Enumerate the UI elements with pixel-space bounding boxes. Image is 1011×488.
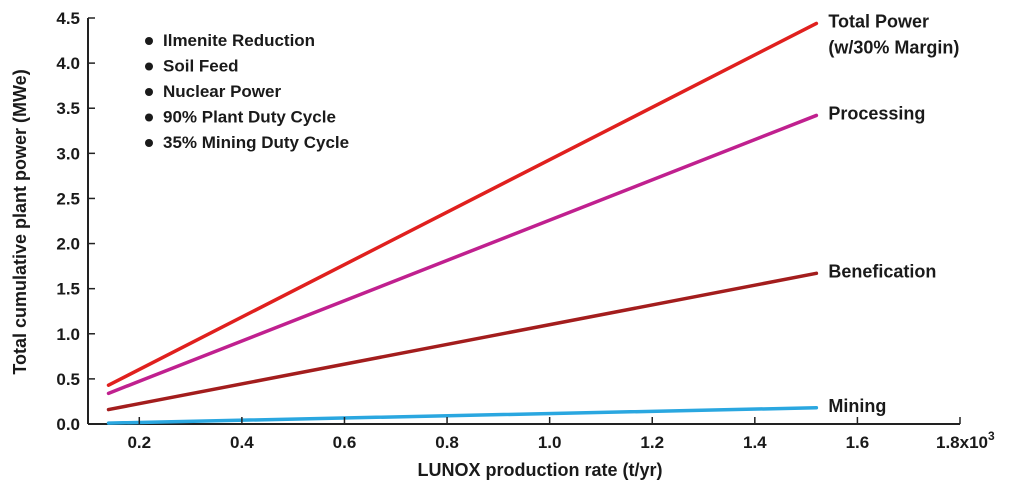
x-tick-label: 1.6 bbox=[846, 433, 870, 452]
y-tick-label: 1.5 bbox=[56, 280, 80, 299]
y-tick-label: 3.5 bbox=[56, 99, 80, 118]
note-bullet bbox=[145, 37, 153, 45]
series-line-processing bbox=[106, 113, 819, 396]
x-tick-label: 1.4 bbox=[743, 433, 767, 452]
series-layer: Total Power (w/30% Margin) Processing Benef… bbox=[106, 11, 959, 425]
series-label-line: Total Power bbox=[828, 11, 929, 31]
y-tick-label: 4.5 bbox=[56, 9, 80, 28]
series-label-line: Mining bbox=[828, 396, 886, 416]
y-tick-label: 2.0 bbox=[56, 235, 80, 254]
x-tick-label: 0.6 bbox=[333, 433, 357, 452]
series-label-line: Benefication bbox=[828, 261, 936, 281]
series-label: Processing bbox=[828, 103, 925, 123]
note-bullet bbox=[145, 113, 153, 122]
note-item: Ilmenite Reduction bbox=[163, 31, 315, 50]
note-item: 35% Mining Duty Cycle bbox=[163, 133, 349, 152]
series-label: Mining bbox=[828, 396, 886, 416]
note-bullet bbox=[145, 62, 153, 71]
x-multiplier-exponent: 3 bbox=[988, 429, 995, 443]
x-tick-label: 1.0 bbox=[538, 433, 562, 452]
y-tick-label: 1.0 bbox=[56, 325, 80, 344]
x-tick-label: 0.2 bbox=[127, 433, 151, 452]
x-tick-label: 0.4 bbox=[230, 433, 254, 452]
series-line-mining bbox=[106, 406, 819, 425]
note-item: 90% Plant Duty Cycle bbox=[163, 108, 336, 127]
note-item: Nuclear Power bbox=[163, 82, 281, 101]
y-axis-title: Total cumulative plant power (MWe) bbox=[10, 69, 30, 374]
ticks-layer: 0.0 0.5 1.0 1.5 2.0 2.5 3.0 3.5 4.0 4.5 0.2 0.4 0.6 0… bbox=[56, 9, 995, 452]
x-tick-label: 0.8 bbox=[435, 433, 459, 452]
note-item: Soil Feed bbox=[163, 57, 239, 76]
note-bullet bbox=[145, 139, 153, 147]
y-tick-label: 3.0 bbox=[56, 144, 80, 163]
series-label-line: Processing bbox=[828, 103, 925, 123]
x-tick-label: 1.2 bbox=[640, 433, 664, 452]
y-tick-label: 0.5 bbox=[56, 370, 80, 389]
y-tick-label: 0.0 bbox=[56, 415, 80, 434]
series-line-total-power bbox=[106, 21, 819, 387]
series-line-benefication bbox=[106, 271, 819, 412]
x-axis-title: LUNOX production rate (t/yr) bbox=[417, 460, 662, 480]
x-tick-label: 1.8x103 bbox=[936, 429, 995, 452]
legend-notes: Ilmenite Reduction Soil Feed Nuclear Power… bbox=[145, 31, 349, 152]
series-label: Total Power (w/30% Margin) bbox=[828, 11, 959, 57]
y-tick-label: 2.5 bbox=[56, 189, 80, 208]
note-bullet bbox=[145, 88, 153, 96]
plot-area bbox=[87, 18, 960, 425]
series-label: Benefication bbox=[828, 261, 936, 281]
y-tick-label: 4.0 bbox=[56, 54, 80, 73]
series-label-line: (w/30% Margin) bbox=[828, 37, 959, 57]
